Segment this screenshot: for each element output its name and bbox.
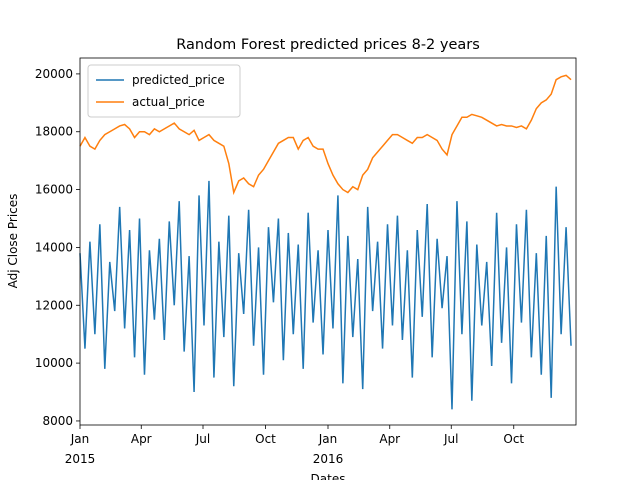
series-line — [79, 74, 572, 196]
x-year-label: 2016 — [313, 452, 344, 466]
y-tick-label: 12000 — [35, 298, 73, 312]
y-tick-label: 10000 — [35, 356, 73, 370]
x-tick-label: Jul — [195, 432, 210, 446]
x-tick-label: Apr — [131, 432, 152, 446]
series-line — [79, 180, 572, 410]
x-tick-label: Jul — [443, 432, 458, 446]
y-tick-label: 16000 — [35, 183, 73, 197]
chart-title: Random Forest predicted prices 8-2 years — [176, 37, 480, 53]
x-tick-label: Jan — [70, 432, 90, 446]
legend-label: predicted_price — [132, 73, 225, 87]
legend-box — [87, 64, 241, 118]
plot-frame — [79, 57, 577, 426]
y-tick-label: 18000 — [35, 125, 73, 139]
y-tick-label: 14000 — [35, 240, 73, 254]
y-tick-label: 8000 — [42, 414, 73, 428]
x-year-label: 2015 — [65, 452, 96, 466]
x-tick-label: Oct — [255, 432, 276, 446]
x-tick-label: Oct — [503, 432, 524, 446]
x-tick-label: Jan — [318, 432, 338, 446]
x-tick-label: Apr — [379, 432, 400, 446]
y-axis-label: Adj Close Prices — [6, 194, 20, 289]
x-axis-label: Dates — [311, 472, 346, 480]
y-tick-label: 20000 — [35, 67, 73, 81]
legend-label: actual_price — [132, 95, 205, 109]
